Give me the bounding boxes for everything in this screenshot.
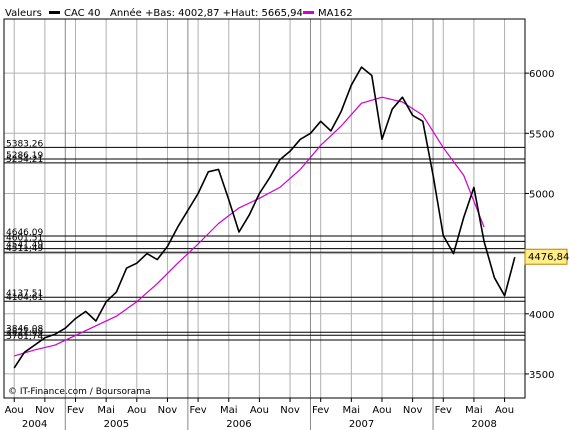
x-tick-label: Mai [97, 405, 115, 416]
x-tick-label: Aou [127, 405, 146, 416]
cac40-series [13, 66, 516, 369]
x-tick-label: Nov [158, 405, 178, 416]
last-value-text: 4476,84 [528, 252, 569, 263]
x-tick-label: Mai [465, 405, 483, 416]
plot-frame [3, 18, 526, 399]
x-tick-label: Fev [67, 405, 84, 416]
y-tick-label: 5000 [529, 189, 554, 200]
year-label: 2006 [226, 419, 251, 430]
y-tick-label: 4000 [529, 310, 554, 321]
y-tick-label: 3500 [529, 370, 554, 381]
level-label: 5383,26 [6, 139, 43, 149]
legend: Valeurs CAC 40 Année +Bas: 4002,87 +Haut… [5, 7, 353, 19]
legend-stats: Année +Bas: 4002,87 +Haut: 5665,94 [110, 7, 303, 19]
x-tick-label: Nov [403, 405, 423, 416]
y-tick-label: 5500 [529, 129, 554, 140]
x-tick-label: Aou [5, 405, 24, 416]
y-axis: 350040004500500055006000 [525, 69, 554, 381]
level-label: 5254,21 [6, 155, 43, 165]
level-label: 4511,49 [6, 244, 43, 254]
last-value-box [524, 248, 568, 265]
x-tick-label: Fev [435, 405, 452, 416]
legend-main-swatch [49, 11, 60, 14]
legend-ma-swatch [303, 11, 314, 14]
legend-main-label: CAC 40 [64, 8, 101, 19]
x-tick-label: Mai [343, 405, 361, 416]
year-label: 2005 [104, 419, 129, 430]
last-value-tag: 4476,84 [524, 248, 569, 265]
credit-text: © IT-Finance.com / Boursorama [8, 387, 150, 397]
x-tick-label: Nov [280, 405, 300, 416]
grid [4, 19, 525, 430]
level-label: 3846,08 [6, 324, 43, 334]
level-label: 4646,09 [6, 228, 43, 238]
cac40-line [13, 66, 516, 369]
x-tick-label: Aou [495, 405, 514, 416]
x-axis: Aou Nov Fev Mai Aou Nov Fev Mai Aou Nov Fev Mai Aou N… [5, 398, 514, 430]
ma162-line [14, 96, 485, 357]
x-tick-label: Aou [250, 405, 269, 416]
year-label: 2008 [471, 419, 496, 430]
year-label: 2007 [349, 419, 374, 430]
level-label: 4104,61 [6, 293, 43, 303]
level-label: 4137,51 [6, 289, 43, 299]
y-tick-label: 6000 [529, 69, 554, 80]
x-tick-label: Nov [35, 405, 55, 416]
x-tick-label: Fev [312, 405, 329, 416]
x-tick-label: Aou [372, 405, 391, 416]
ma162-series [14, 96, 485, 357]
level-label: 3781,74 [6, 332, 43, 342]
level-label: 4601,51 [6, 233, 43, 243]
x-tick-label: Fev [189, 405, 206, 416]
level-label: 5286,19 [6, 151, 43, 161]
level-label: 4541,49 [6, 241, 43, 251]
level-label: 3821,08 [6, 327, 43, 337]
year-label: 2004 [22, 419, 47, 430]
x-tick-label: Mai [220, 405, 238, 416]
legend-prefix: Valeurs [5, 8, 42, 19]
legend-ma-label: MA162 [318, 8, 353, 19]
